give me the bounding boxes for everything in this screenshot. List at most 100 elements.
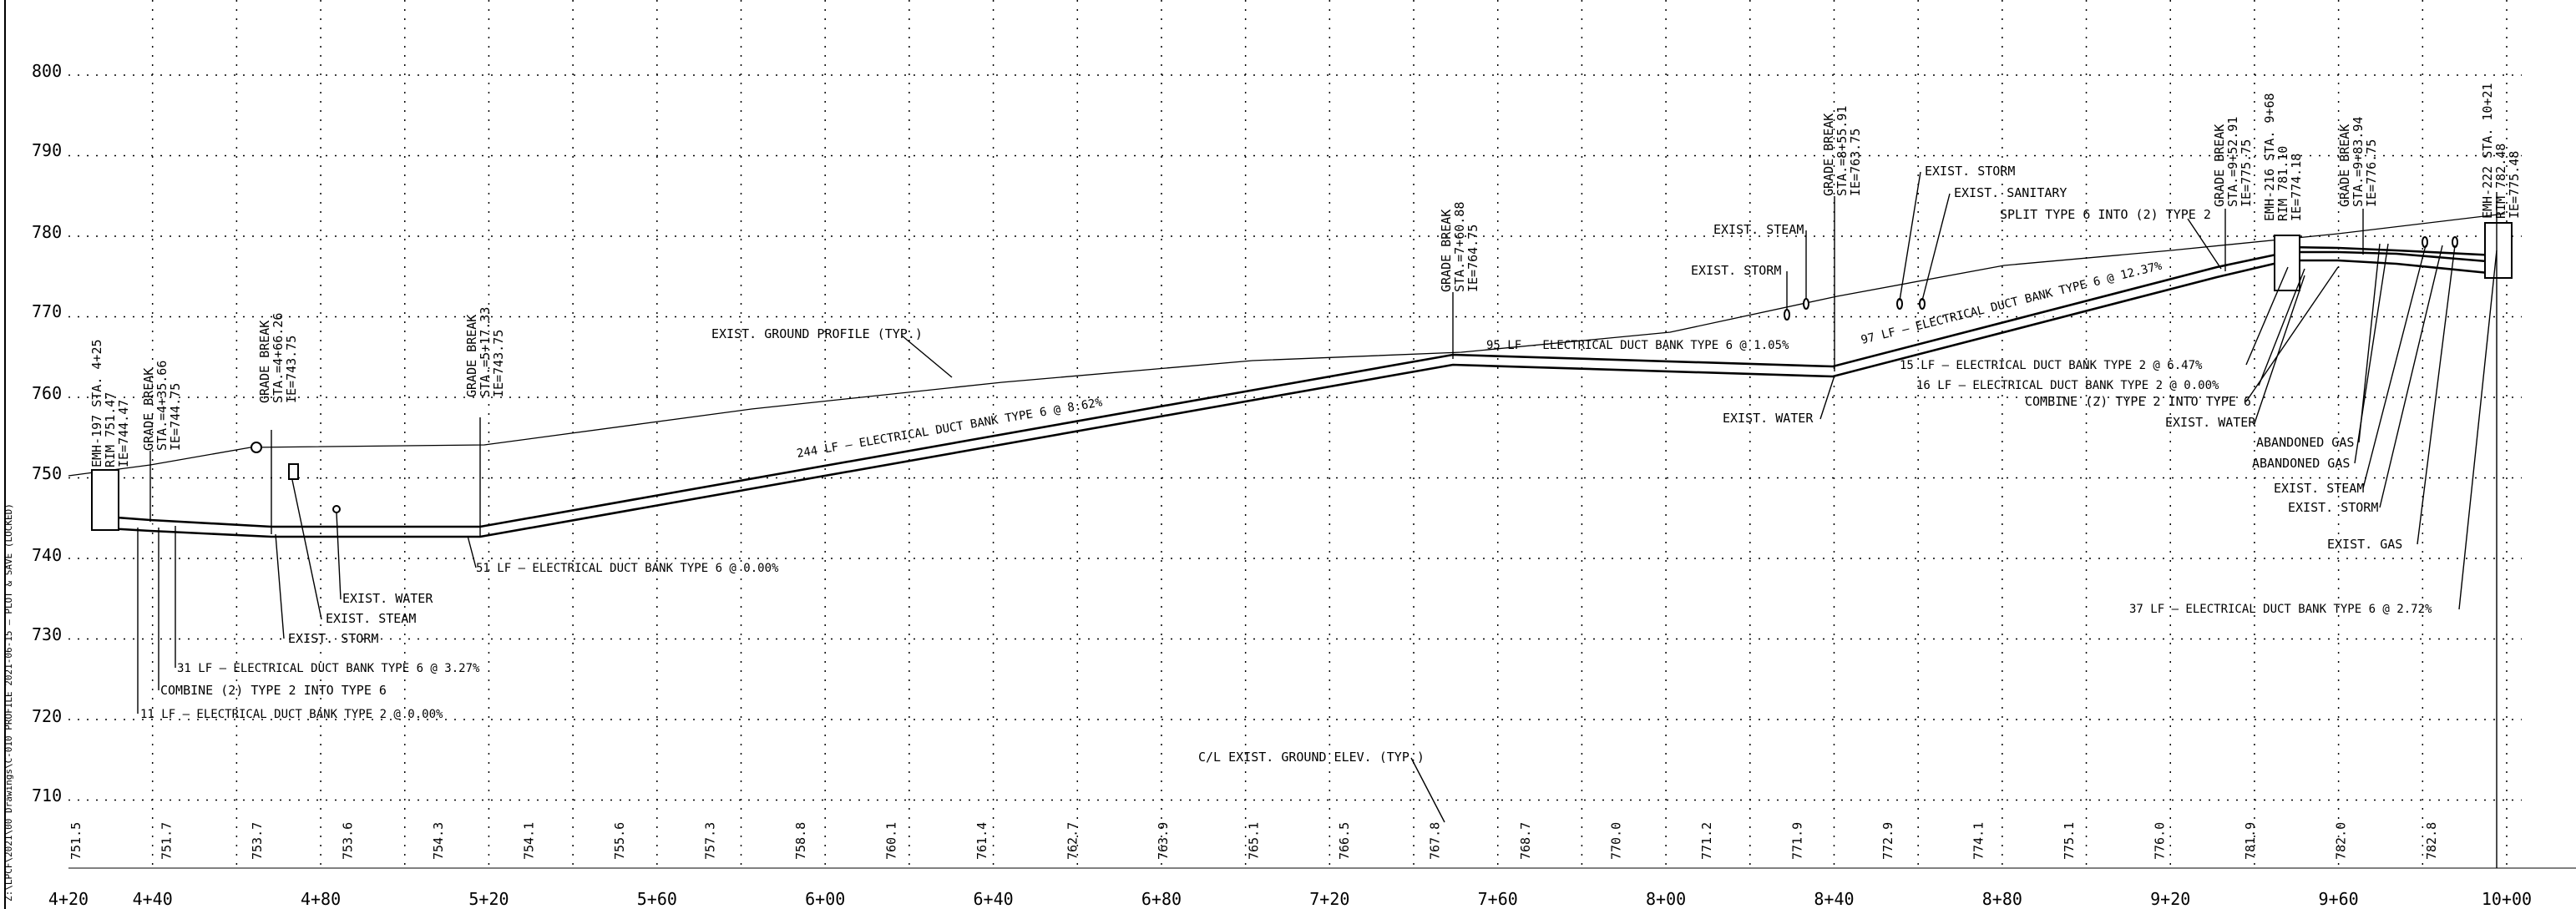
station-label: 9+60 xyxy=(2319,889,2359,909)
ground-profile-callout: EXIST. GROUND PROFILE (TYP.) xyxy=(711,326,923,341)
emh-197-line-3: IE=744.47 xyxy=(116,400,131,467)
leader-ground-elev xyxy=(1410,757,1445,823)
ground-elev-value: 775.1 xyxy=(2062,822,2077,860)
station-label: 5+60 xyxy=(637,889,677,909)
grade-break-4-label: GRADE BREAK STA.=7+60.88 IE=764.75 xyxy=(1439,202,1480,292)
grade-break-6-line-1: GRADE BREAK xyxy=(2212,124,2227,207)
ground-elev-value: 761.4 xyxy=(974,822,989,860)
duct-label-11: 11 LF – ELECTRICAL DUCT BANK TYPE 2 @ 0.… xyxy=(140,708,443,721)
station-label: 8+00 xyxy=(1646,889,1686,909)
leader-storm-top xyxy=(1899,171,1921,301)
station-label: 9+20 xyxy=(2150,889,2190,909)
split-callout: SPLIT TYPE 6 INTO (2) TYPE 2 xyxy=(2000,207,2211,222)
grade-break-2-line-2: STA.=4+66.26 xyxy=(271,313,286,403)
ground-elev-value: 776.0 xyxy=(2153,822,2168,860)
leader-water-mid xyxy=(1819,375,1835,420)
grade-break-1-label: GRADE BREAK STA.=4+35.66 IE=744.75 xyxy=(141,361,183,451)
ground-elev-value: 753.7 xyxy=(250,822,265,860)
emh-222-line-2: RIM 782.48 xyxy=(2493,144,2508,219)
leader-combine-right xyxy=(2245,266,2339,402)
station-label: 7+20 xyxy=(1309,889,1349,909)
duct-bank-split-upper xyxy=(2287,245,2498,257)
elev-label-800: 800 xyxy=(32,61,62,81)
duct-label-31: 31 LF – ELECTRICAL DUCT BANK TYPE 6 @ 3.… xyxy=(177,662,480,675)
grade-break-7-line-2: STA.=9+83.94 xyxy=(2351,117,2366,207)
elev-label-760: 760 xyxy=(32,383,62,403)
ground-elev-value: 771.2 xyxy=(1699,822,1714,860)
emh-216-label: EMH-216 STA. 9+68 RIM 781.10 IE=774.18 xyxy=(2262,93,2304,221)
ground-elev-value: 757.3 xyxy=(703,822,718,860)
leader-seg-15 xyxy=(2245,266,2289,366)
grade-break-7-line-1: GRADE BREAK xyxy=(2337,124,2352,207)
grade-break-7-label: GRADE BREAK STA.=9+83.94 IE=776.75 xyxy=(2337,117,2379,207)
duct-bank-bottom xyxy=(93,259,2498,538)
grade-break-1-line-2: STA.=4+35.66 xyxy=(154,361,170,451)
grade-break-1-line-3: IE=744.75 xyxy=(168,383,183,451)
duct-label-51: 51 LF – ELECTRICAL DUCT BANK TYPE 6 @ 0.… xyxy=(476,562,779,575)
ground-elev-value: 782.0 xyxy=(2334,822,2349,860)
left-water-callout: EXIST. WATER xyxy=(342,591,433,606)
duct-bank-top xyxy=(93,250,2498,528)
station-label: 4+20 xyxy=(48,889,89,909)
top-storm-callout: EXIST. STORM xyxy=(1925,164,2015,179)
grade-break-5-line-3: IE=763.75 xyxy=(1848,129,1863,196)
right-steam-callout: EXIST. STEAM xyxy=(2274,481,2364,496)
combine-right-callout: COMBINE (2) TYPE 2 INTO TYPE 6 xyxy=(2025,394,2251,409)
elev-label-730: 730 xyxy=(32,624,62,644)
ground-elev-value: 768.7 xyxy=(1518,822,1533,860)
grade-break-3-line-2: STA.=5+17.33 xyxy=(478,307,493,397)
ground-elev-value: 782.8 xyxy=(2424,822,2439,860)
grade-break-3-line-3: IE=743.75 xyxy=(491,330,506,397)
grid xyxy=(68,0,2522,868)
emh-197-line-2: RIM 751.47 xyxy=(103,392,118,467)
ground-elev-value: 754.3 xyxy=(431,822,446,860)
leader-left-steam xyxy=(291,479,322,620)
emh-216-line-1: EMH-216 STA. 9+68 xyxy=(2262,93,2277,221)
station-label: 8+80 xyxy=(1982,889,2022,909)
right-gas-callout: EXIST. GAS xyxy=(2327,537,2402,552)
manhole-emh-222 xyxy=(2484,222,2513,279)
storm-symbol xyxy=(251,442,262,453)
leader-split xyxy=(2187,218,2222,270)
ground-elev-value: 767.8 xyxy=(1428,822,1443,860)
steam-symbol xyxy=(332,505,341,513)
combine-left-callout: COMBINE (2) TYPE 2 INTO TYPE 6 xyxy=(160,683,387,698)
grade-break-6-line-3: IE=775.75 xyxy=(2239,139,2254,207)
duct-label-16: 16 LF – ELECTRICAL DUCT BANK TYPE 2 @ 0.… xyxy=(1916,379,2219,392)
station-label: 10+00 xyxy=(2482,889,2532,909)
elev-label-740: 740 xyxy=(32,545,62,565)
steam-symbol-mid xyxy=(1803,298,1809,310)
storm-symbol-mid xyxy=(1784,309,1790,321)
ground-elev-value: 766.5 xyxy=(1337,822,1352,860)
vertical-callouts: EMH-197 STA. 4+25 RIM 751.47 IE=744.47 G… xyxy=(89,83,2522,467)
grade-break-2-label: GRADE BREAK STA.=4+66.26 IE=743.75 xyxy=(257,313,299,403)
emh-222-line-3: IE=775.48 xyxy=(2507,151,2522,219)
elev-label-770: 770 xyxy=(32,301,62,321)
emh-197-line-1: EMH-197 STA. 4+25 xyxy=(89,339,104,467)
leader-storm-right xyxy=(2379,245,2443,508)
station-label: 4+40 xyxy=(133,889,173,909)
duct-bank-centerline xyxy=(149,271,2218,533)
water-symbol xyxy=(288,463,299,480)
ground-elev-value: 770.0 xyxy=(1609,822,1624,860)
aband-gas-2-callout: ABANDONED GAS xyxy=(2252,456,2350,471)
grade-break-4-line-2: STA.=7+60.88 xyxy=(1452,202,1467,292)
mid-steam-callout: EXIST. STEAM xyxy=(1713,222,1804,237)
ground-elev-value: 755.6 xyxy=(612,822,627,860)
ground-elev-value: 765.1 xyxy=(1247,822,1262,860)
grade-break-7-line-3: IE=776.75 xyxy=(2364,139,2379,207)
grade-break-6-line-2: STA.=9+52.91 xyxy=(2225,117,2240,207)
ground-elevation-row: 751.5 751.7 753.7 753.6 754.3 754.1 755.6 757.3… xyxy=(68,822,2439,860)
station-label: 6+00 xyxy=(805,889,845,909)
duct-label-37: 37 LF – ELECTRICAL DUCT BANK TYPE 6 @ 2.… xyxy=(2129,603,2432,616)
manhole-emh-197 xyxy=(91,469,119,531)
grade-break-2-line-1: GRADE BREAK xyxy=(257,321,272,403)
ground-elev-value: 771.9 xyxy=(1790,822,1805,860)
right-water-callout: EXIST. WATER xyxy=(2165,415,2256,430)
leader-seg-16 xyxy=(2258,268,2305,386)
leader-left-storm xyxy=(275,533,285,639)
ground-elev-value: 763.9 xyxy=(1156,822,1171,860)
gas-symbol-right xyxy=(2422,236,2428,248)
station-label: 6+80 xyxy=(1141,889,1182,909)
